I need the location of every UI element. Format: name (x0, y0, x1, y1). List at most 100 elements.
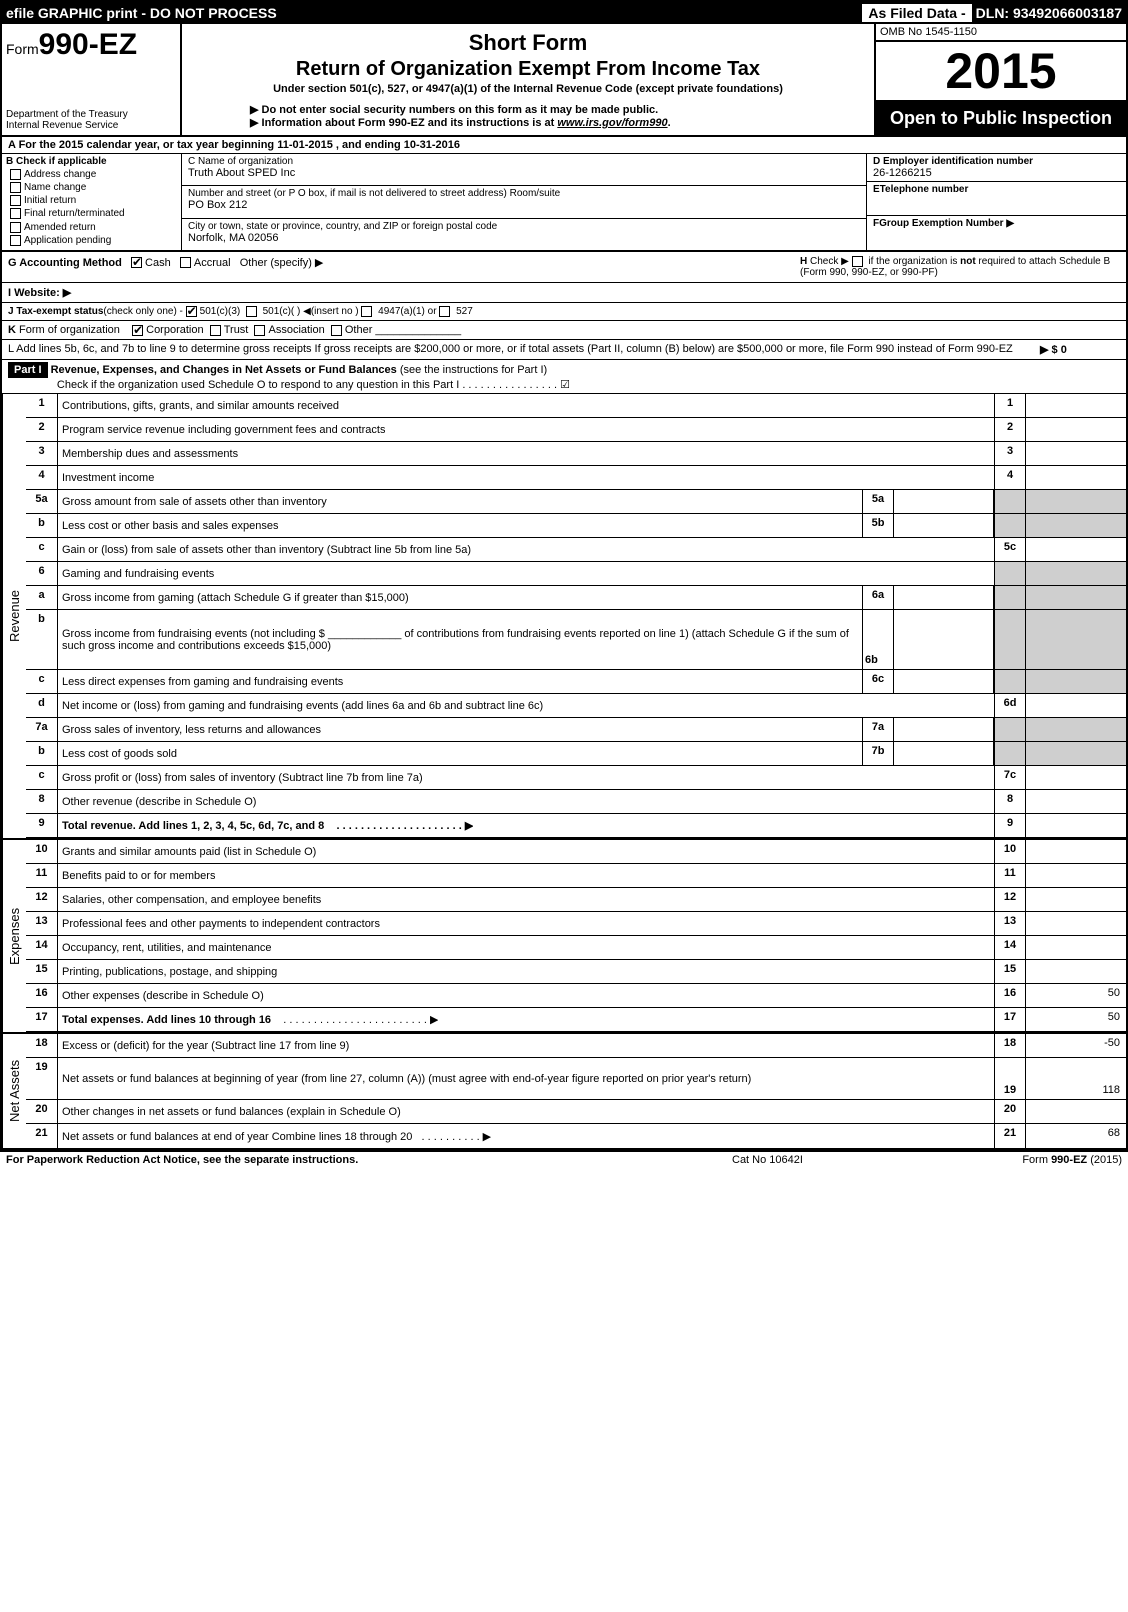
expenses-label: Expenses (2, 840, 26, 1032)
line-6: 6Gaming and fundraising events (26, 562, 1126, 586)
chk-address-change[interactable]: Address change (10, 169, 177, 180)
line-4: 4Investment income 4 (26, 466, 1126, 490)
org-city-label: City or town, state or province, country… (188, 221, 860, 232)
form-id-block: Form990-EZ Department of the Treasury In… (2, 24, 182, 135)
col-b-header: B Check if applicable (6, 156, 177, 167)
chk-527[interactable] (439, 306, 450, 317)
phone-label: ETelephone number (873, 184, 1120, 195)
footer-cat-no: Cat No 10642I (732, 1154, 952, 1166)
chk-association[interactable] (254, 325, 265, 336)
line-11: 11Benefits paid to or for members11 (26, 864, 1126, 888)
org-name-label: C Name of organization (188, 156, 860, 167)
col-c-org: C Name of organization Truth About SPED … (182, 154, 866, 250)
row-k-org-form: K Form of organization Corporation Trust… (2, 321, 1126, 340)
col-b-checkboxes: B Check if applicable Address change Nam… (2, 154, 182, 250)
line-13: 13Professional fees and other payments t… (26, 912, 1126, 936)
page-footer: For Paperwork Reduction Act Notice, see … (0, 1150, 1128, 1168)
group-exemption-label: FGroup Exemption Number ▶ (873, 218, 1120, 229)
line-5c: cGain or (loss) from sale of assets othe… (26, 538, 1126, 562)
efile-banner: efile GRAPHIC print - DO NOT PROCESS As … (2, 2, 1126, 24)
chk-application-pending[interactable]: Application pending (10, 235, 177, 246)
revenue-label: Revenue (2, 394, 26, 838)
part1-label: Part I (8, 362, 48, 378)
chk-corporation[interactable] (132, 325, 143, 336)
line-6c: cLess direct expenses from gaming and fu… (26, 670, 1126, 694)
chk-initial-return[interactable]: Initial return (10, 195, 177, 206)
title-sub: Under section 501(c), 527, or 4947(a)(1)… (190, 83, 866, 95)
line-18: 18Excess or (deficit) for the year (Subt… (26, 1034, 1126, 1058)
line-21: 21Net assets or fund balances at end of … (26, 1124, 1126, 1148)
line-2: 2Program service revenue including gover… (26, 418, 1126, 442)
chk-501c3[interactable] (186, 306, 197, 317)
title-return: Return of Organization Exempt From Incom… (190, 58, 866, 81)
org-city-value: Norfolk, MA 02056 (188, 232, 860, 244)
line-12: 12Salaries, other compensation, and empl… (26, 888, 1126, 912)
line-17: 17Total expenses. Add lines 10 through 1… (26, 1008, 1126, 1032)
line-8: 8Other revenue (describe in Schedule O) … (26, 790, 1126, 814)
part1-header: Part I Revenue, Expenses, and Changes in… (2, 360, 1126, 394)
chk-schedule-b[interactable] (852, 256, 863, 267)
col-def: D Employer identification number 26-1266… (866, 154, 1126, 250)
line-14: 14Occupancy, rent, utilities, and mainte… (26, 936, 1126, 960)
line-20: 20Other changes in net assets or fund ba… (26, 1100, 1126, 1124)
footer-form-ref: Form 990-EZ (2015) (952, 1154, 1122, 1166)
form-number: 990-EZ (39, 28, 137, 61)
line-10: 10Grants and similar amounts paid (list … (26, 840, 1126, 864)
banner-dln: DLN: 93492066003187 (976, 5, 1122, 21)
chk-4947[interactable] (361, 306, 372, 317)
chk-final-return[interactable]: Final return/terminated (10, 208, 177, 219)
chk-other-org[interactable] (331, 325, 342, 336)
row-j-tax-status: J Tax-exempt status(check only one) - 50… (2, 303, 1126, 321)
expenses-section: Expenses 10Grants and similar amounts pa… (2, 840, 1126, 1034)
footer-paperwork: For Paperwork Reduction Act Notice, see … (6, 1154, 732, 1166)
form-prefix: Form (6, 41, 39, 57)
note-info: ▶ Information about Form 990-EZ and its … (250, 116, 866, 129)
org-name-value: Truth About SPED Inc (188, 167, 860, 179)
part1-title: Revenue, Expenses, and Changes in Net As… (51, 364, 397, 376)
chk-trust[interactable] (210, 325, 221, 336)
line-3: 3Membership dues and assessments 3 (26, 442, 1126, 466)
line-15: 15Printing, publications, postage, and s… (26, 960, 1126, 984)
info-grid: B Check if applicable Address change Nam… (2, 154, 1126, 252)
chk-accrual[interactable] (180, 257, 191, 268)
netassets-section: Net Assets 18Excess or (deficit) for the… (2, 1034, 1126, 1148)
line-7a: 7aGross sales of inventory, less returns… (26, 718, 1126, 742)
row-i-website: I Website: ▶ (2, 283, 1126, 303)
form-990ez: efile GRAPHIC print - DO NOT PROCESS As … (0, 0, 1128, 1150)
row-l-text: L Add lines 5b, 6c, and 7b to line 9 to … (8, 343, 1040, 356)
irs-link[interactable]: www.irs.gov/form990 (557, 117, 667, 129)
row-l-gross-receipts: L Add lines 5b, 6c, and 7b to line 9 to … (2, 340, 1126, 360)
line-7c: cGross profit or (loss) from sales of in… (26, 766, 1126, 790)
g-label: G Accounting Method (8, 257, 122, 269)
chk-amended-return[interactable]: Amended return (10, 222, 177, 233)
banner-mid: As Filed Data - (862, 4, 971, 22)
line-7b: bLess cost of goods sold 7b (26, 742, 1126, 766)
tax-year: 2015 (876, 42, 1126, 102)
line-1: 1 Contributions, gifts, grants, and simi… (26, 394, 1126, 418)
line-16: 16Other expenses (describe in Schedule O… (26, 984, 1126, 1008)
note-ssn: ▶ Do not enter social security numbers o… (250, 103, 866, 116)
org-addr-value: PO Box 212 (188, 199, 860, 211)
line-19: 19Net assets or fund balances at beginni… (26, 1058, 1126, 1100)
line-5a: 5aGross amount from sale of assets other… (26, 490, 1126, 514)
chk-cash[interactable] (131, 257, 142, 268)
ein-label: D Employer identification number (873, 156, 1120, 167)
revenue-section: Revenue 1 Contributions, gifts, grants, … (2, 394, 1126, 840)
dept-irs: Internal Revenue Service (6, 120, 176, 131)
chk-501c[interactable] (246, 306, 257, 317)
line-5b: bLess cost or other basis and sales expe… (26, 514, 1126, 538)
ein-value: 26-1266215 (873, 167, 1120, 179)
chk-name-change[interactable]: Name change (10, 182, 177, 193)
header-row: Form990-EZ Department of the Treasury In… (2, 24, 1126, 137)
netassets-label: Net Assets (2, 1034, 26, 1148)
line-6b: bGross income from fundraising events (n… (26, 610, 1126, 670)
title-short-form: Short Form (190, 30, 866, 56)
row-gh: G Accounting Method Cash Accrual Other (… (2, 252, 1126, 283)
row-l-value: ▶ $ 0 (1040, 343, 1120, 356)
row-h: H Check ▶ if the organization is not req… (800, 256, 1120, 278)
line-6a: aGross income from gaming (attach Schedu… (26, 586, 1126, 610)
title-block: Short Form Return of Organization Exempt… (182, 24, 876, 135)
banner-left: efile GRAPHIC print - DO NOT PROCESS (6, 5, 858, 21)
right-block: OMB No 1545-1150 2015 Open to Public Ins… (876, 24, 1126, 135)
row-a-period: A For the 2015 calendar year, or tax yea… (2, 137, 1126, 154)
